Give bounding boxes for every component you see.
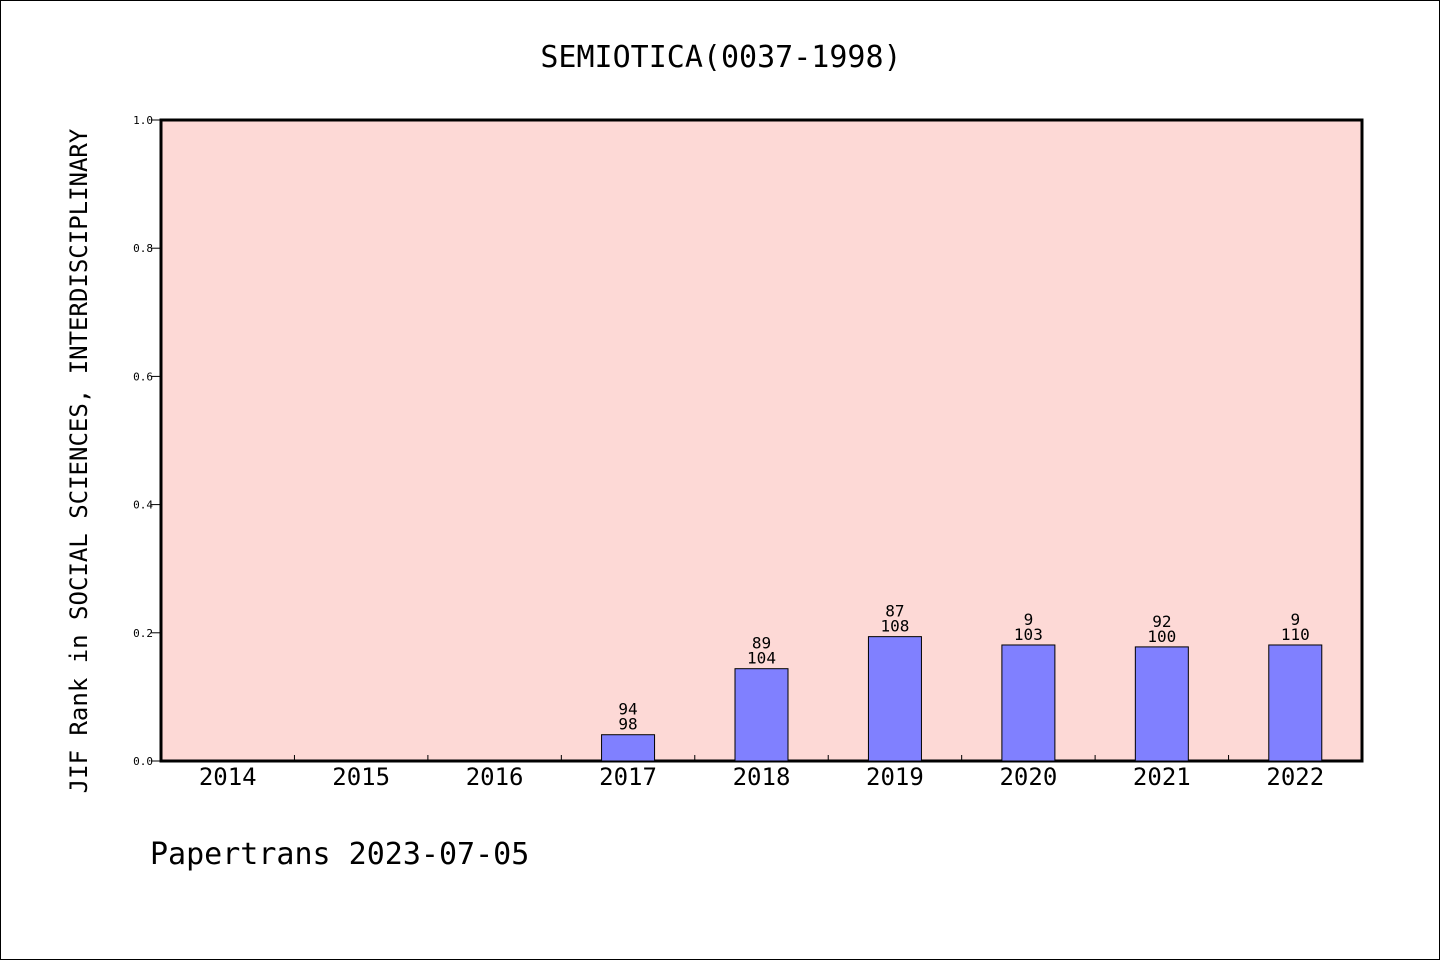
bar-label-rank: 9 <box>1290 610 1300 629</box>
chart-title: SEMIOTICA(0037-1998) <box>540 40 901 75</box>
x-tick-label: 2019 <box>866 763 924 791</box>
x-tick-label: 2022 <box>1266 763 1324 791</box>
bar-label-total: 100 <box>1147 627 1176 646</box>
y-tick-label: 1.0 <box>133 114 153 127</box>
bars <box>601 636 1323 762</box>
bar <box>867 636 922 762</box>
bar <box>1134 646 1189 762</box>
x-tick-label: 2021 <box>1133 763 1191 791</box>
bar <box>1268 644 1323 762</box>
bar-label-total: 103 <box>1014 625 1043 644</box>
bar-label-rank: 92 <box>1152 612 1171 631</box>
bar-label-total: 110 <box>1281 625 1310 644</box>
y-tick-label: 0.4 <box>133 499 153 512</box>
bar <box>601 734 656 762</box>
bar-label-rank: 94 <box>618 700 637 719</box>
x-tick-label: 2015 <box>332 763 390 791</box>
x-tick-label: 2018 <box>733 763 791 791</box>
x-axis-ticks: 2014 2015 2016 2017 2018 2019 2020 2021 2022 <box>199 755 1324 791</box>
x-tick-label: 2020 <box>999 763 1057 791</box>
y-axis-ticks: 0.0 0.2 0.4 0.6 0.8 1.0 <box>133 114 161 768</box>
bar-label-rank: 9 <box>1024 610 1034 629</box>
bar-label-total: 108 <box>880 617 909 636</box>
bar-label-total: 104 <box>747 649 776 668</box>
y-axis-label: JIF Rank in SOCIAL SCIENCES, INTERDISCIP… <box>65 128 93 793</box>
y-tick-label: 0.0 <box>133 755 153 768</box>
bar <box>1001 644 1056 762</box>
x-tick-label: 2014 <box>199 763 257 791</box>
bar <box>734 668 789 762</box>
x-tick-label: 2017 <box>599 763 657 791</box>
bar-label-rank: 89 <box>752 634 771 653</box>
footer-text: Papertrans 2023-07-05 <box>150 837 529 872</box>
bar-label-rank: 87 <box>885 602 904 621</box>
y-tick-label: 0.6 <box>133 370 153 383</box>
bar-label-total: 98 <box>618 715 637 734</box>
x-tick-label: 2016 <box>466 763 524 791</box>
y-tick-label: 0.8 <box>133 242 153 255</box>
y-tick-label: 0.2 <box>133 627 153 640</box>
